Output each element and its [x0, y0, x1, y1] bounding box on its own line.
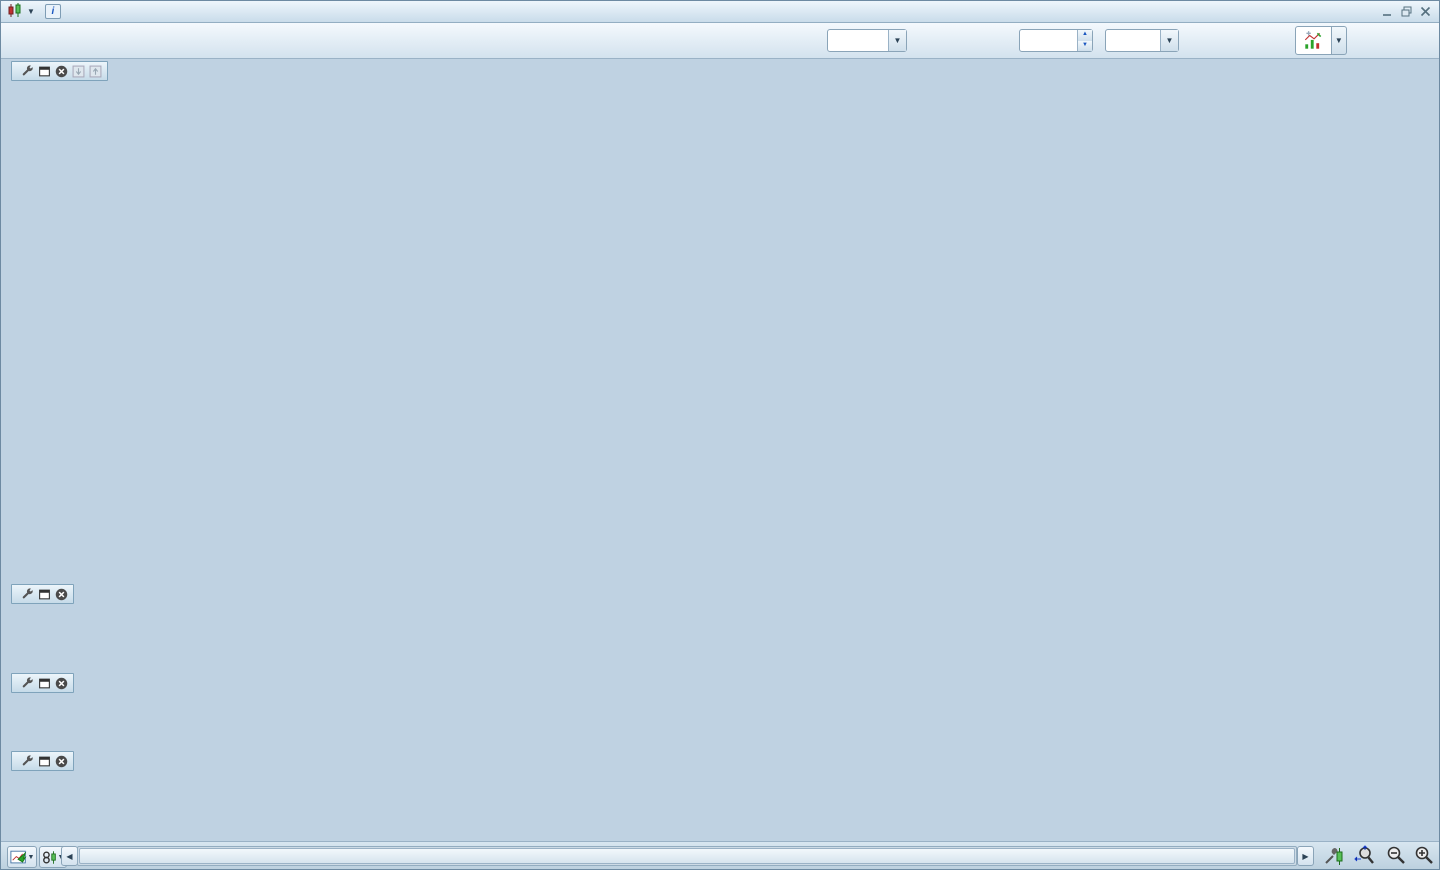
export-chart-button[interactable]: ▼: [7, 846, 37, 868]
chart-settings-button[interactable]: [1321, 845, 1347, 867]
scrollbar-thumb[interactable]: [79, 848, 1295, 864]
move-down-icon[interactable]: [72, 65, 85, 78]
detach-window-icon[interactable]: [38, 65, 51, 78]
bottom-toolbar: ▼ ▼ ◀ ▶: [1, 841, 1439, 869]
wrench-icon[interactable]: [21, 754, 34, 768]
restore-button[interactable]: [1401, 6, 1412, 18]
move-up-icon[interactable]: [89, 65, 102, 78]
wrench-icon[interactable]: [21, 64, 34, 78]
units-select[interactable]: ▼: [827, 29, 907, 52]
period-value-spinner[interactable]: ▲ ▼: [1019, 29, 1093, 52]
close-panel-icon[interactable]: [55, 755, 68, 768]
spinner-up-arrow[interactable]: ▲: [1078, 30, 1092, 41]
rsi-panel-header: [11, 673, 74, 693]
chart-style-button[interactable]: ▼: [1295, 26, 1347, 55]
scrollbar-left-arrow[interactable]: ◀: [61, 846, 78, 866]
zoom-in-button[interactable]: [1411, 845, 1437, 867]
detach-window-icon[interactable]: [38, 588, 51, 601]
candlestick-logo-icon: [7, 2, 22, 21]
chart-style-icon[interactable]: [1295, 26, 1332, 55]
minimize-button[interactable]: [1382, 6, 1393, 18]
copyright-line: [13, 566, 31, 578]
detach-window-icon[interactable]: [38, 677, 51, 690]
close-panel-icon[interactable]: [55, 677, 68, 690]
wrench-icon[interactable]: [21, 587, 34, 601]
close-panel-icon[interactable]: [55, 65, 68, 78]
close-button[interactable]: [1420, 6, 1431, 18]
volume-panel-header: [11, 584, 74, 604]
period-unit-dropdown-arrow[interactable]: ▼: [1160, 30, 1178, 51]
info-icon[interactable]: i: [44, 4, 61, 19]
horizontal-scrollbar[interactable]: [77, 846, 1297, 866]
detach-window-icon[interactable]: [38, 755, 51, 768]
scrollbar-right-arrow[interactable]: ▶: [1297, 846, 1314, 866]
drawing-toolbar: ▼ ▲ ▼ ▼ ▼: [1, 23, 1439, 59]
spinner-down-arrow[interactable]: ▼: [1078, 40, 1092, 51]
title-bar: ▼ i: [1, 1, 1439, 23]
instrument-dropdown-arrow[interactable]: ▼: [27, 7, 35, 16]
wrench-icon[interactable]: [21, 676, 34, 690]
period-unit-select[interactable]: ▼: [1105, 29, 1179, 52]
zoom-out-button[interactable]: [1383, 845, 1409, 867]
close-panel-icon[interactable]: [55, 588, 68, 601]
zoom-fit-button[interactable]: [1351, 845, 1379, 867]
stochastic-panel-header: [11, 751, 74, 771]
period-value: [1020, 30, 1077, 51]
price-panel-header: [11, 61, 108, 81]
units-dropdown-arrow[interactable]: ▼: [888, 30, 906, 51]
chart-style-dropdown-arrow[interactable]: ▼: [1331, 26, 1347, 55]
